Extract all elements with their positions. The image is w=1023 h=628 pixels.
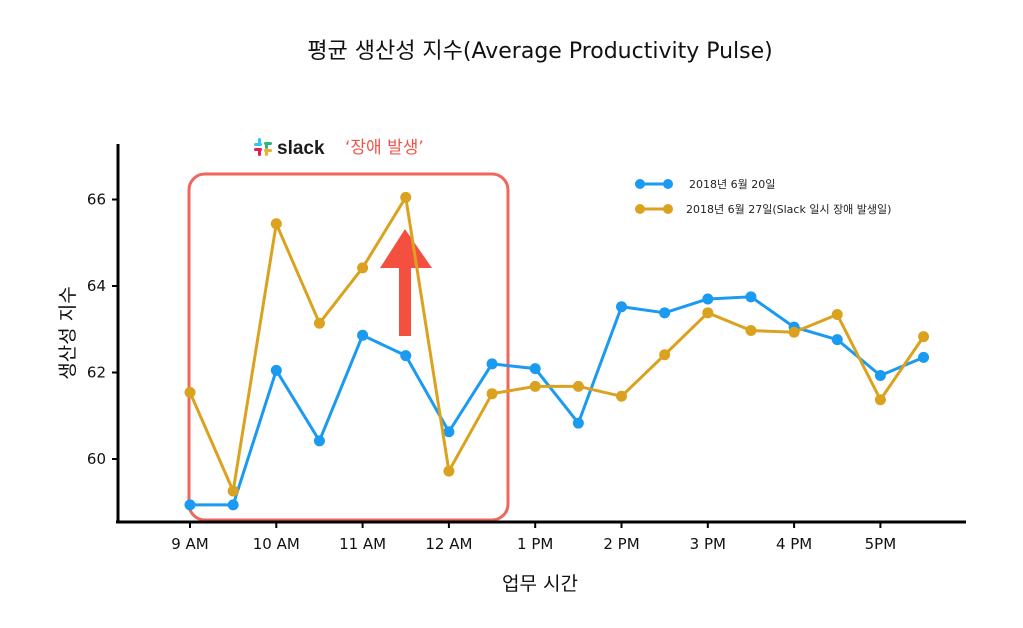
data-point <box>270 364 282 376</box>
data-point <box>443 465 455 477</box>
data-point <box>702 307 714 319</box>
data-point <box>918 331 930 343</box>
x-tick-label: 5PM <box>865 535 897 553</box>
data-point <box>400 191 412 203</box>
data-point <box>659 307 671 319</box>
data-point <box>486 358 498 370</box>
y-tick-label: 66 <box>87 191 106 209</box>
slack-brand-label: slack <box>277 138 325 159</box>
slack-logo-icon <box>254 138 272 156</box>
legend: 2018년 6월 20일 2018년 6월 27일(Slack 일시 장애 발생… <box>635 177 891 216</box>
data-point <box>659 349 671 361</box>
chart-title: 평균 생산성 지수(Average Productivity Pulse) <box>307 39 773 64</box>
data-point <box>270 218 282 230</box>
y-tick-label: 60 <box>87 450 106 468</box>
data-point <box>702 293 714 305</box>
y-tick-label: 62 <box>87 364 106 382</box>
data-point <box>184 386 196 398</box>
data-point <box>357 262 369 274</box>
data-point <box>227 499 239 511</box>
x-tick-label: 11 AM <box>339 535 386 553</box>
data-point <box>184 499 196 511</box>
data-point <box>357 329 369 341</box>
data-point <box>831 334 843 346</box>
data-point <box>529 380 541 392</box>
data-point <box>443 426 455 438</box>
data-point <box>313 317 325 329</box>
data-point <box>616 301 627 313</box>
outage-highlight-box <box>187 172 510 522</box>
data-point <box>745 325 757 337</box>
x-tick-label: 1 PM <box>517 535 553 553</box>
x-tick-label: 9 AM <box>171 535 209 553</box>
x-tick-label: 4 PM <box>776 535 812 553</box>
legend-label-1: 2018년 6월 27일(Slack 일시 장애 발생일) <box>686 202 891 216</box>
data-point <box>313 435 325 447</box>
data-point <box>486 388 498 400</box>
y-ticks: 60 62 64 66 <box>87 191 118 468</box>
data-point <box>788 326 800 338</box>
data-point <box>745 291 757 303</box>
y-tick-label: 64 <box>87 277 106 295</box>
y-axis-label: 생산성 지수 <box>57 286 79 379</box>
data-point <box>529 363 541 375</box>
data-point <box>831 309 843 321</box>
data-point <box>400 350 412 362</box>
x-tick-label: 2 PM <box>603 535 639 553</box>
series-1 <box>184 191 930 497</box>
outage-label: ‘장애 발생’ <box>345 138 424 158</box>
data-point <box>572 417 584 429</box>
arrow-up-icon <box>380 229 432 336</box>
data-point <box>227 485 239 497</box>
x-tick-label: 12 AM <box>425 535 472 553</box>
x-axis-label: 업무 시간 <box>502 573 578 595</box>
legend-label-0: 2018년 6월 20일 <box>689 177 775 191</box>
series-layer <box>184 191 930 511</box>
data-point <box>874 394 886 406</box>
data-point <box>874 370 886 382</box>
data-point <box>616 390 627 402</box>
x-ticks: 9 AM 10 AM 11 AM 12 AM 1 PM 2 PM 3 PM 4 PM 5PM <box>171 522 896 553</box>
x-tick-label: 3 PM <box>690 535 726 553</box>
x-tick-label: 10 AM <box>253 535 300 553</box>
data-point <box>572 380 584 392</box>
data-point <box>918 351 930 363</box>
